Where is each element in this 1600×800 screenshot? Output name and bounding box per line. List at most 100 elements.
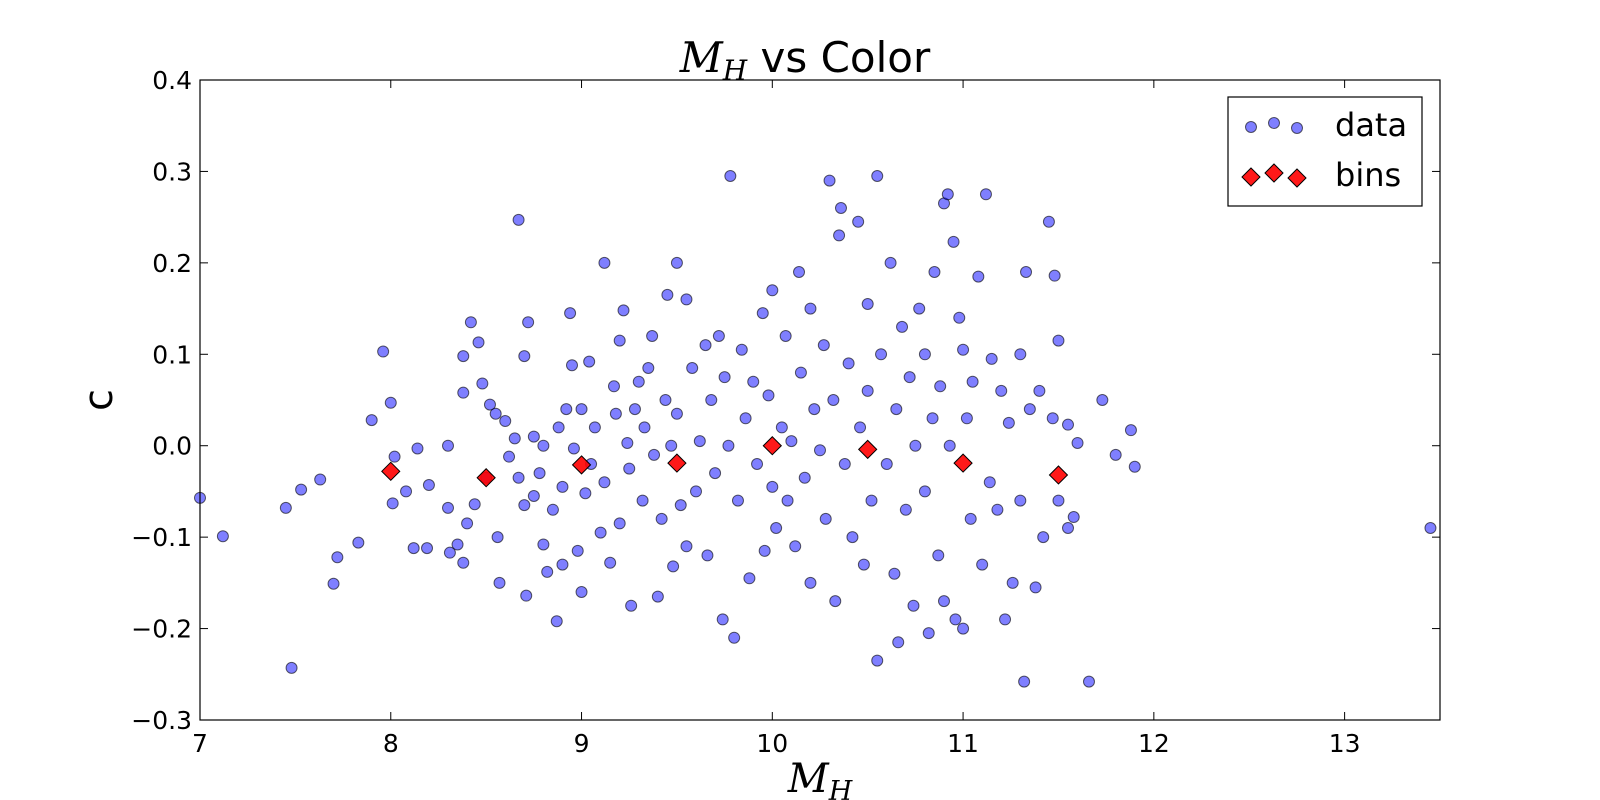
- y-axis-ticks: −0.3 −0.2 −0.1 0.0 0.1 0.2 0.3 0.4: [131, 66, 1440, 735]
- data-point: [537, 538, 550, 551]
- data-point: [386, 497, 399, 510]
- data-point: [1029, 581, 1042, 594]
- data-point: [735, 343, 748, 356]
- data-point: [583, 355, 596, 368]
- data-point: [899, 503, 912, 516]
- data-point: [571, 544, 584, 557]
- data-point: [552, 421, 565, 434]
- data-point: [489, 407, 502, 420]
- data-point: [926, 412, 939, 425]
- data-point: [686, 362, 699, 374]
- legend-data-label: data: [1335, 106, 1407, 144]
- data-point: [947, 235, 960, 248]
- data-point: [808, 403, 821, 416]
- legend-bins-marker: [1287, 168, 1307, 188]
- data-point: [522, 316, 535, 329]
- data-point: [718, 371, 731, 384]
- data-point: [411, 442, 424, 455]
- data-point: [934, 380, 947, 393]
- data-point: [670, 256, 683, 269]
- data-point: [846, 531, 859, 544]
- legend-bins-markers: [1241, 163, 1307, 188]
- data-point: [1128, 460, 1141, 473]
- data-point: [1018, 675, 1031, 688]
- data-point: [407, 542, 420, 555]
- data-point: [762, 389, 775, 402]
- data-point: [976, 558, 989, 571]
- data-point: [646, 330, 659, 342]
- y-tick-label: 0.2: [152, 249, 192, 278]
- data-point: [625, 599, 638, 612]
- legend-box: [1227, 96, 1423, 207]
- y-tick-label: 0.0: [152, 432, 192, 461]
- data-point: [728, 631, 741, 644]
- data-point: [527, 430, 540, 443]
- data-point: [739, 412, 752, 425]
- data-point: [892, 636, 905, 649]
- data-point: [838, 458, 851, 470]
- x-tick-label: 10: [756, 729, 788, 758]
- data-point: [670, 407, 683, 420]
- data-point: [928, 266, 941, 278]
- data-point: [451, 538, 464, 551]
- data-point: [598, 476, 611, 489]
- data-point: [493, 576, 506, 589]
- data-point: [743, 572, 756, 585]
- data-point: [476, 377, 489, 390]
- data-point: [1052, 494, 1065, 507]
- bin-marker: [953, 453, 973, 473]
- data-point: [709, 467, 722, 480]
- data-point: [575, 403, 588, 416]
- data-point: [960, 412, 973, 425]
- data-point: [896, 320, 909, 333]
- data-point: [546, 503, 559, 516]
- data-point: [1109, 448, 1122, 461]
- data-point: [421, 542, 434, 555]
- data-point: [819, 512, 832, 525]
- data-point: [665, 439, 678, 452]
- data-point: [365, 414, 378, 427]
- data-point: [518, 499, 531, 512]
- data-point: [999, 613, 1012, 626]
- data-point: [918, 348, 931, 361]
- legend-data-marker: [1291, 122, 1303, 134]
- data-point: [699, 339, 712, 352]
- data-point: [922, 627, 935, 640]
- data-point: [789, 540, 802, 553]
- data-point: [834, 202, 847, 214]
- data-point: [890, 403, 903, 416]
- data-point: [880, 458, 893, 470]
- data-point: [722, 439, 735, 452]
- data-point: [861, 298, 874, 310]
- data-point: [388, 450, 401, 463]
- data-point: [512, 471, 525, 484]
- data-point: [827, 394, 840, 406]
- data-point: [566, 359, 578, 372]
- legend-data-marker: [1245, 121, 1257, 133]
- data-point: [875, 348, 888, 361]
- y-tick-label: −0.1: [131, 523, 192, 552]
- data-point: [705, 394, 718, 406]
- data-point: [995, 384, 1008, 397]
- data-point: [1042, 215, 1055, 228]
- chart-title: MH vs Color: [679, 33, 931, 87]
- data-point: [661, 288, 674, 301]
- data-point: [1424, 522, 1437, 534]
- data-point: [527, 490, 540, 502]
- data-point: [567, 442, 580, 455]
- y-axis-label: c: [76, 389, 122, 411]
- data-point: [499, 415, 512, 428]
- data-point: [941, 188, 954, 201]
- data-point: [655, 512, 668, 525]
- data-point: [667, 560, 680, 573]
- data-point: [604, 556, 617, 569]
- data-point: [766, 284, 779, 297]
- data-point: [833, 229, 846, 242]
- x-tick-label: 12: [1138, 729, 1170, 758]
- data-point: [295, 483, 308, 496]
- data-point: [1062, 522, 1074, 534]
- data-point: [520, 589, 533, 602]
- data-point: [457, 386, 470, 399]
- data-point: [588, 421, 601, 434]
